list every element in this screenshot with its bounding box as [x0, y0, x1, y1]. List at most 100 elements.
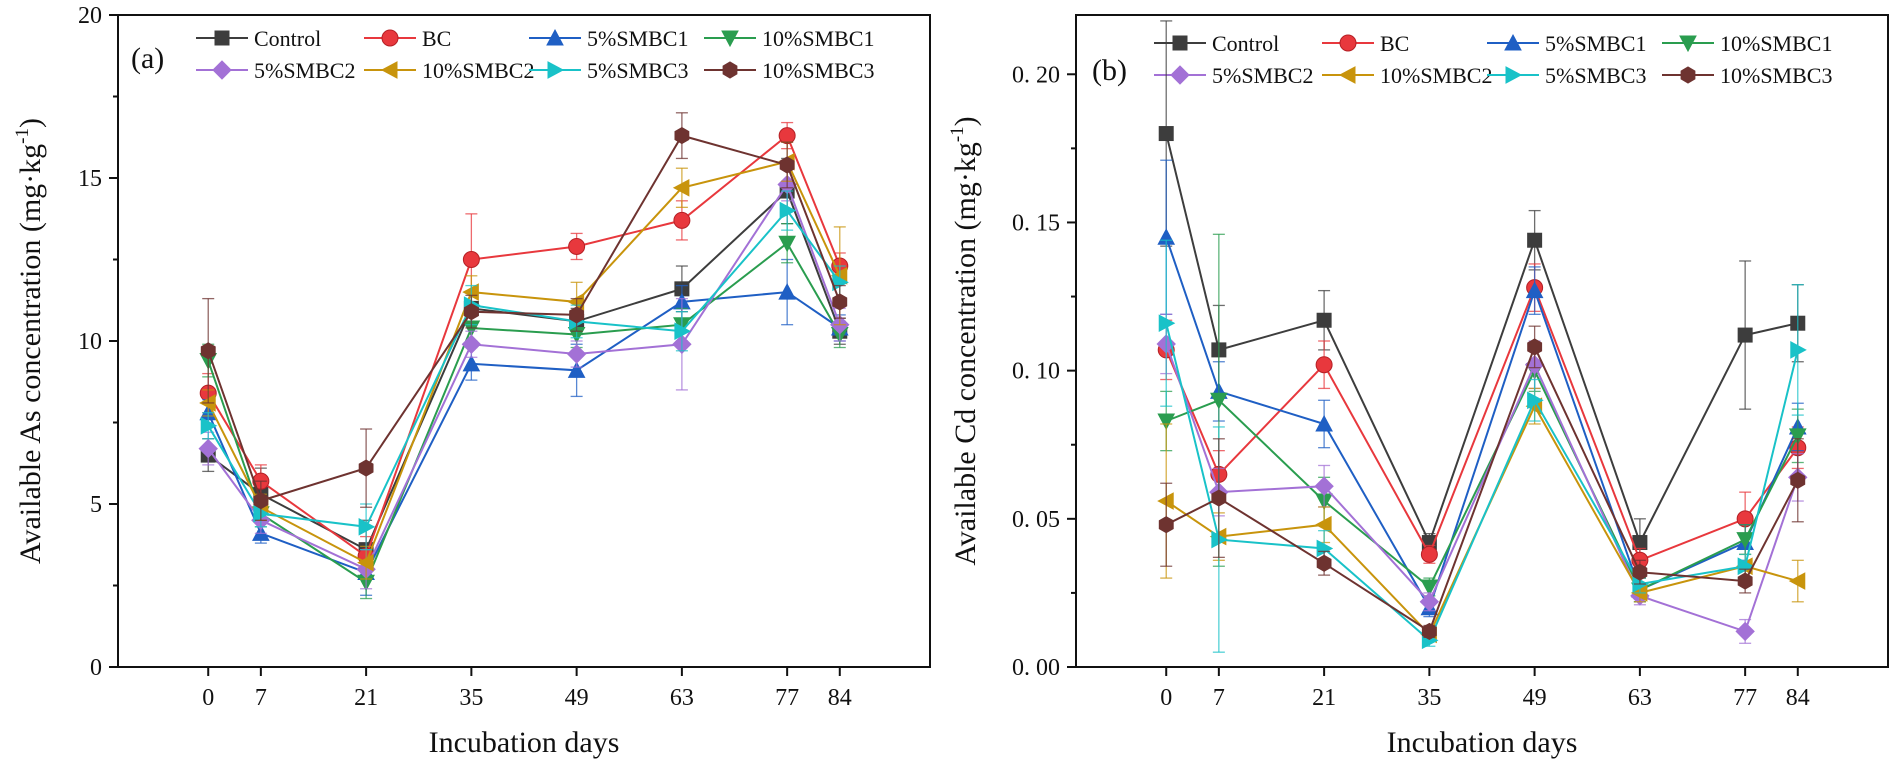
plot-frame	[117, 14, 931, 668]
series-10%SMBC2	[1157, 387, 1806, 644]
data-point	[1527, 232, 1543, 248]
y-tick-label: 15	[78, 166, 102, 192]
x-axis-title: Incubation days	[1387, 726, 1578, 759]
legend-marker	[1680, 66, 1696, 84]
y-tick-label: 10	[78, 329, 102, 355]
legend-item: 10%SMBC1	[1662, 31, 1832, 56]
y-axis-title: Available As concentration (mg·kg-1)	[12, 118, 47, 564]
data-point	[1790, 471, 1806, 489]
data-point	[1315, 515, 1332, 534]
data-point	[1420, 579, 1439, 597]
legend-label: BC	[422, 26, 451, 51]
x-tick-label: 7	[1213, 685, 1225, 711]
series-line	[207, 209, 841, 528]
data-point	[463, 303, 479, 321]
data-point	[1737, 327, 1753, 343]
data-point	[1525, 281, 1544, 299]
data-point	[358, 459, 374, 477]
series-line	[1165, 343, 1799, 633]
data-point	[462, 354, 481, 372]
panel-a: (a) Incubation days Available As concent…	[12, 3, 931, 759]
data-point	[778, 283, 796, 300]
x-tick-label: 21	[354, 685, 378, 711]
legend-item: 10%SMBC3	[704, 58, 874, 83]
series-line	[1165, 236, 1799, 611]
legend-label: 10%SMBC3	[762, 58, 874, 83]
legend-label: 5%SMBC1	[1545, 31, 1646, 56]
data-point	[200, 416, 218, 435]
legend-item: 5%SMBC1	[529, 26, 688, 51]
legend-label: 10%SMBC2	[1380, 63, 1492, 88]
data-point	[1158, 516, 1174, 534]
panel-label: (b)	[1092, 54, 1127, 87]
data-point	[672, 178, 690, 197]
x-tick-label: 63	[1628, 685, 1652, 711]
series-line	[1165, 368, 1799, 592]
data-point	[198, 438, 218, 459]
series-line	[1165, 322, 1799, 642]
data-point	[674, 127, 690, 145]
legend-item: BC	[364, 26, 451, 51]
data-point	[357, 553, 374, 572]
data-point	[832, 293, 848, 311]
series-10%SMBC3	[200, 112, 848, 521]
series-5%SMBC3	[200, 190, 849, 551]
legend-marker	[1504, 33, 1522, 51]
legend-marker	[1338, 66, 1356, 84]
y-axis-title: Available Cd concentration (mg·kg-1)	[947, 116, 982, 565]
data-point	[778, 127, 796, 145]
data-point	[1788, 428, 1807, 445]
data-point	[568, 237, 586, 255]
series-BC	[1157, 263, 1807, 573]
series-layer	[198, 112, 850, 600]
series-5%SMBC3	[1158, 239, 1807, 653]
series-line	[207, 241, 841, 584]
data-point	[1421, 622, 1437, 640]
legend-label: BC	[1380, 31, 1409, 56]
data-point	[1420, 545, 1438, 563]
legend-marker	[212, 60, 232, 80]
axis-ticks: 0 7 21 35 49 63 77 84 0. 00 0. 05 0. 10 0. 15 0. 20	[1012, 62, 1810, 711]
series-10%SMBC3	[1158, 325, 1806, 640]
data-point	[778, 235, 796, 253]
y-tick-label: 0. 00	[1012, 655, 1060, 681]
legend-item: 10%SMBC2	[1322, 63, 1492, 88]
legend-label: 5%SMBC3	[1545, 63, 1646, 88]
data-point	[673, 211, 691, 229]
data-point	[1788, 572, 1806, 590]
y-tick-label: 0. 15	[1012, 210, 1060, 236]
data-point	[1737, 572, 1753, 590]
x-tick-label: 7	[255, 685, 267, 711]
series-line	[1165, 344, 1799, 633]
data-point	[461, 334, 482, 354]
x-tick-label: 0	[202, 685, 214, 711]
legend-label: 5%SMBC2	[1212, 63, 1313, 88]
data-point	[200, 342, 216, 360]
data-point	[1527, 391, 1544, 410]
data-point	[1210, 392, 1228, 410]
series-line	[207, 133, 841, 558]
legend-item: 10%SMBC2	[364, 58, 534, 83]
series-line	[207, 160, 841, 565]
legend-item: 5%SMBC3	[1487, 63, 1646, 88]
legend-marker	[1505, 66, 1523, 84]
legend-label: 5%SMBC2	[254, 58, 355, 83]
legend-label: 10%SMBC3	[1720, 63, 1832, 88]
data-point	[779, 156, 795, 174]
data-point	[358, 517, 376, 536]
x-tick-label: 35	[459, 685, 483, 711]
series-line	[1165, 133, 1799, 546]
legend-item: 5%SMBC1	[1487, 31, 1646, 56]
data-point	[1790, 341, 1807, 359]
y-tick-label: 5	[90, 492, 102, 518]
panel-label: (a)	[131, 42, 164, 75]
series-10%SMBC1	[1157, 233, 1807, 603]
legend-item: 10%SMBC1	[704, 26, 874, 51]
legend-marker	[1170, 65, 1190, 85]
x-tick-label: 49	[1523, 685, 1547, 711]
legend-marker	[380, 61, 398, 79]
data-point	[569, 306, 585, 324]
data-point	[779, 201, 797, 220]
legend-marker	[546, 28, 564, 46]
